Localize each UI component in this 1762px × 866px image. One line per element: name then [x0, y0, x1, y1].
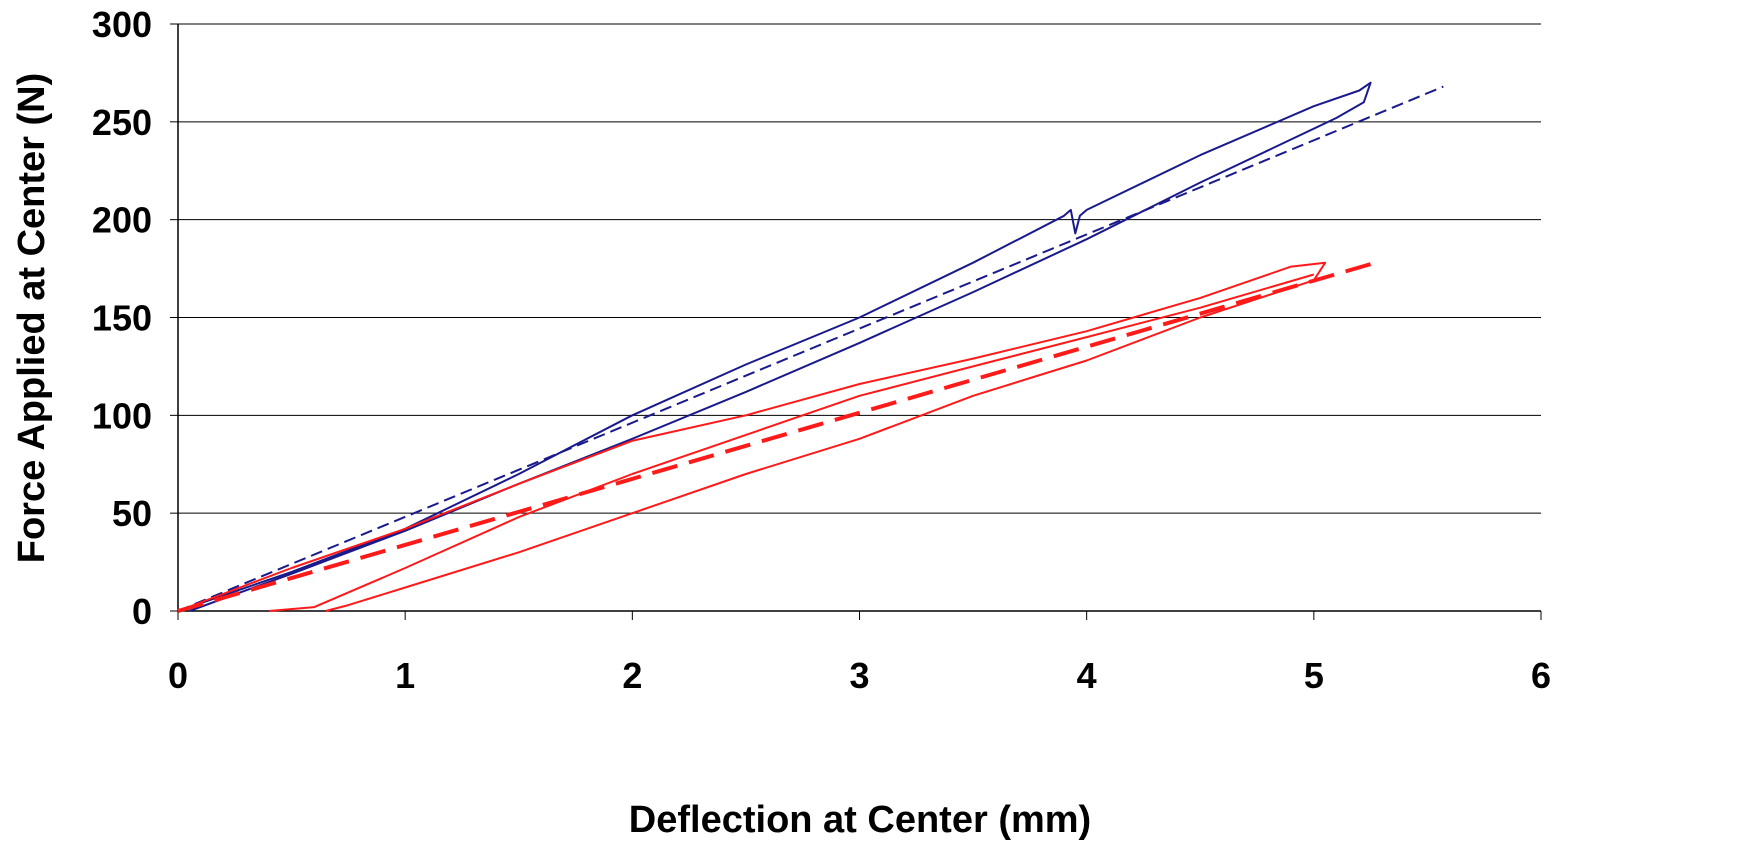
y-axis-title: Force Applied at Center (N) — [11, 73, 53, 564]
x-axis-title: Deflection at Center (mm) — [629, 799, 1091, 841]
y-tick-label: 50 — [112, 493, 152, 534]
series-line-3 — [268, 273, 1315, 612]
x-tick-label: 1 — [395, 655, 415, 696]
y-tick-label: 300 — [92, 4, 152, 45]
x-tick-label: 4 — [1077, 655, 1097, 696]
series-line-0 — [177, 81, 1372, 612]
axes — [170, 23, 1542, 620]
series-line-2 — [177, 261, 1327, 612]
x-tick-label: 2 — [622, 655, 642, 696]
y-tick-label: 0 — [132, 591, 152, 632]
series-line-1 — [177, 85, 1444, 612]
x-tick-label: 0 — [168, 655, 188, 696]
y-tick-label: 200 — [92, 200, 152, 241]
x-tick-label: 5 — [1304, 655, 1324, 696]
y-tick-label: 250 — [92, 102, 152, 143]
series-line-4 — [177, 258, 1383, 613]
x-tick-label: 3 — [849, 655, 869, 696]
data-series — [177, 81, 1444, 613]
y-tick-label: 150 — [92, 298, 152, 339]
y-tick-label: 100 — [92, 395, 152, 436]
x-tick-label: 6 — [1531, 655, 1551, 696]
tick-labels: 0 50 100 150 200 250 300 0 1 2 3 4 5 6 — [92, 4, 1551, 696]
